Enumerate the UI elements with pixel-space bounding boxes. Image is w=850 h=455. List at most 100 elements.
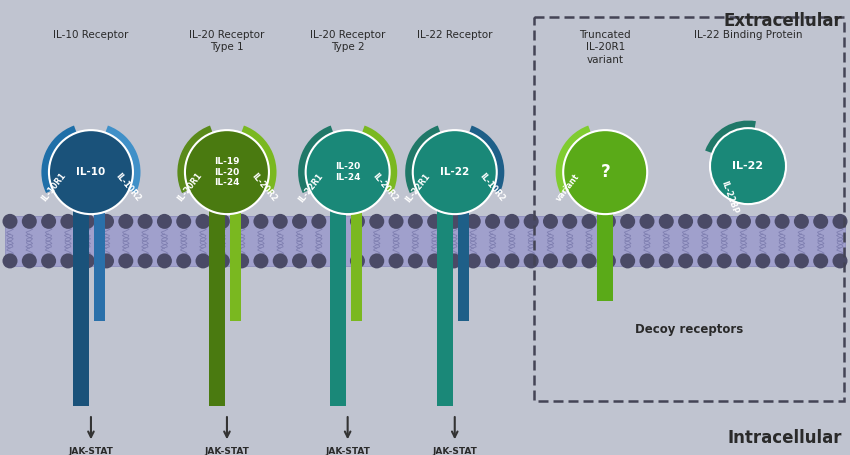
Circle shape [3, 214, 18, 229]
Text: IL-22BP: IL-22BP [720, 180, 740, 215]
Circle shape [774, 214, 790, 229]
Circle shape [543, 214, 558, 229]
Bar [458, 210, 469, 321]
Text: IL-20R1: IL-20R1 [176, 171, 204, 204]
Circle shape [466, 214, 481, 229]
Text: IL-22: IL-22 [440, 167, 469, 177]
Wedge shape [405, 126, 445, 193]
Circle shape [601, 253, 616, 268]
Circle shape [428, 214, 442, 229]
Circle shape [813, 214, 828, 229]
Text: ?: ? [600, 163, 610, 181]
Circle shape [215, 214, 230, 229]
Circle shape [138, 214, 153, 229]
Bar [330, 206, 346, 406]
Circle shape [697, 214, 712, 229]
Wedge shape [42, 126, 81, 193]
Circle shape [832, 214, 847, 229]
Text: IL-10R1: IL-10R1 [40, 172, 68, 204]
Circle shape [736, 253, 751, 268]
Wedge shape [101, 126, 140, 193]
Circle shape [41, 253, 56, 268]
Circle shape [524, 214, 539, 229]
Bar [598, 206, 613, 301]
Circle shape [99, 253, 114, 268]
Circle shape [311, 214, 326, 229]
Text: IL-20R2: IL-20R2 [371, 172, 400, 203]
Circle shape [215, 253, 230, 268]
Circle shape [234, 253, 249, 268]
Circle shape [504, 253, 519, 268]
Circle shape [832, 253, 847, 268]
Circle shape [466, 253, 481, 268]
Wedge shape [237, 126, 276, 193]
Circle shape [350, 214, 365, 229]
Circle shape [485, 214, 500, 229]
Bar [230, 210, 241, 321]
Text: IL-22 Receptor: IL-22 Receptor [417, 30, 492, 40]
Bar [437, 206, 453, 406]
Circle shape [794, 253, 809, 268]
Circle shape [717, 214, 732, 229]
Circle shape [292, 253, 307, 268]
Text: IL-10R2: IL-10R2 [114, 172, 143, 203]
Circle shape [273, 214, 288, 229]
Circle shape [697, 253, 712, 268]
Circle shape [138, 253, 153, 268]
Circle shape [80, 253, 94, 268]
Text: JAK-STAT
Akt: JAK-STAT Akt [69, 447, 113, 455]
Circle shape [639, 253, 655, 268]
Circle shape [292, 214, 307, 229]
Circle shape [504, 214, 519, 229]
Circle shape [369, 214, 384, 229]
Circle shape [350, 253, 365, 268]
Circle shape [60, 214, 76, 229]
Circle shape [196, 214, 211, 229]
Text: Extracellular: Extracellular [723, 12, 842, 30]
Text: IL-22R1: IL-22R1 [404, 171, 432, 204]
Circle shape [678, 253, 693, 268]
Circle shape [118, 253, 133, 268]
Text: IL-10: IL-10 [76, 167, 105, 177]
Circle shape [620, 214, 635, 229]
Circle shape [41, 214, 56, 229]
Wedge shape [706, 121, 756, 157]
Circle shape [157, 253, 172, 268]
Text: JAK-STAT
Akt
MAPK
p38: JAK-STAT Akt MAPK p38 [433, 447, 477, 455]
Circle shape [524, 253, 539, 268]
Bar [5, 216, 845, 266]
Circle shape [485, 253, 500, 268]
Circle shape [756, 214, 770, 229]
Circle shape [185, 130, 269, 214]
Circle shape [80, 214, 94, 229]
Circle shape [118, 214, 133, 229]
Circle shape [3, 253, 18, 268]
Wedge shape [556, 126, 595, 193]
Text: IL-20 Receptor
Type 1: IL-20 Receptor Type 1 [190, 30, 264, 52]
Circle shape [446, 253, 462, 268]
Circle shape [253, 253, 269, 268]
Circle shape [581, 214, 597, 229]
Circle shape [176, 214, 191, 229]
Text: Truncated
IL-20R1
variant: Truncated IL-20R1 variant [580, 30, 631, 65]
Bar [351, 210, 362, 321]
Circle shape [736, 214, 751, 229]
Bar [534, 17, 844, 401]
Text: IL-19
IL-20
IL-24: IL-19 IL-20 IL-24 [214, 157, 240, 187]
Circle shape [756, 253, 770, 268]
Text: Intracellular: Intracellular [728, 429, 842, 447]
Circle shape [678, 214, 693, 229]
Circle shape [564, 130, 647, 214]
Circle shape [581, 253, 597, 268]
Circle shape [234, 214, 249, 229]
Text: Decoy receptors: Decoy receptors [635, 324, 743, 336]
Circle shape [253, 214, 269, 229]
Circle shape [196, 253, 211, 268]
Circle shape [710, 128, 786, 204]
Circle shape [408, 214, 422, 229]
Wedge shape [178, 126, 217, 193]
Bar [94, 210, 105, 321]
Circle shape [659, 253, 674, 268]
Circle shape [446, 214, 462, 229]
Circle shape [331, 253, 346, 268]
